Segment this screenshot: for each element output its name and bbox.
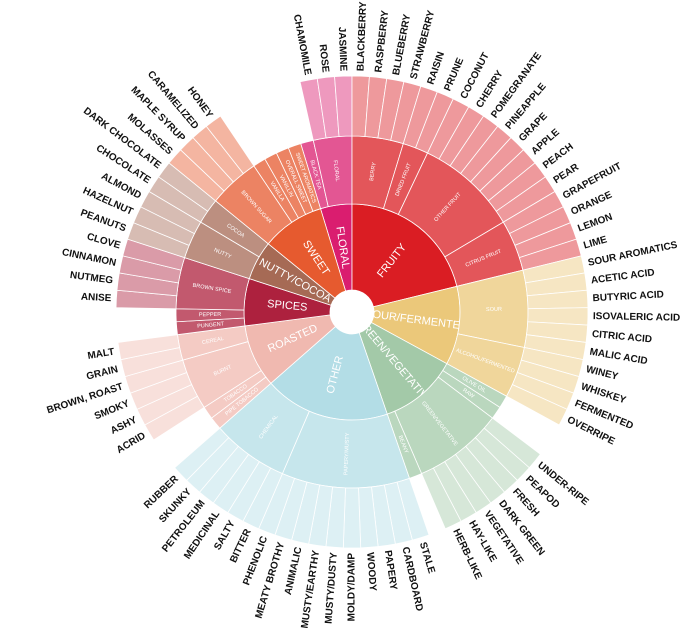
leaf-label: WOODY [364, 552, 378, 592]
leaf-label: NUTMEG [69, 270, 114, 287]
leaf-label: CINNAMON [61, 247, 117, 269]
subcategory-label: PUNGENT [197, 321, 225, 330]
leaf-label: GRAIN [85, 364, 119, 382]
leaf-label: WINEY [585, 364, 620, 383]
leaf-label: PAPERY [382, 550, 399, 592]
center-hole [330, 290, 374, 334]
leaf-label: BUTYRIC ACID [592, 289, 664, 304]
leaf-label: MALT [87, 347, 115, 362]
leaf-label: RAISIN [426, 50, 447, 86]
subcategory-label: PEPPER [199, 312, 221, 318]
leaf-label: RASPBERRY [373, 10, 391, 74]
leaf-label: CLOVE [86, 231, 122, 251]
leaf-label: LIME [582, 234, 608, 251]
leaf-label: ISOVALERIC ACID [593, 311, 680, 324]
subcategory-label: CEREAL [202, 336, 225, 346]
leaf-label: ROSE [317, 44, 331, 74]
leaf-label: ACRID [115, 430, 148, 456]
category-label: SPICES [267, 298, 308, 314]
subcategory-label: FLORAL [332, 160, 340, 182]
leaf-label: JASMINE [336, 27, 349, 72]
wheel-segment [342, 487, 362, 549]
leaf-label: MOLDY/DAMP [347, 553, 358, 622]
leaf-label: ACETIC ACID [590, 267, 655, 286]
leaf-label: STALE [417, 541, 437, 575]
leaf-label: MUSTY/DUSTY [324, 552, 340, 625]
wheel-segment [287, 143, 322, 212]
leaf-label: LEMON [576, 212, 614, 235]
leaf-label: CHAMOMILE [291, 13, 313, 76]
subcategory-label: BERRY [369, 162, 378, 182]
subcategory-label: PAPERY/MUSTY [343, 432, 351, 475]
subcategory-label: SOUR [486, 307, 502, 313]
leaf-label: ASHY [109, 414, 139, 436]
leaf-label: CITRIC ACID [591, 329, 652, 346]
leaf-label: BLACKBERRY [356, 1, 370, 71]
leaf-label: MALIC ACID [589, 347, 649, 368]
leaf-label: ANIMALIC [283, 546, 304, 596]
leaf-label: ANISE [81, 292, 112, 305]
leaf-label: MUSTY/EARTHY [300, 549, 323, 628]
leaf-label: BLUEBERRY [391, 13, 413, 76]
